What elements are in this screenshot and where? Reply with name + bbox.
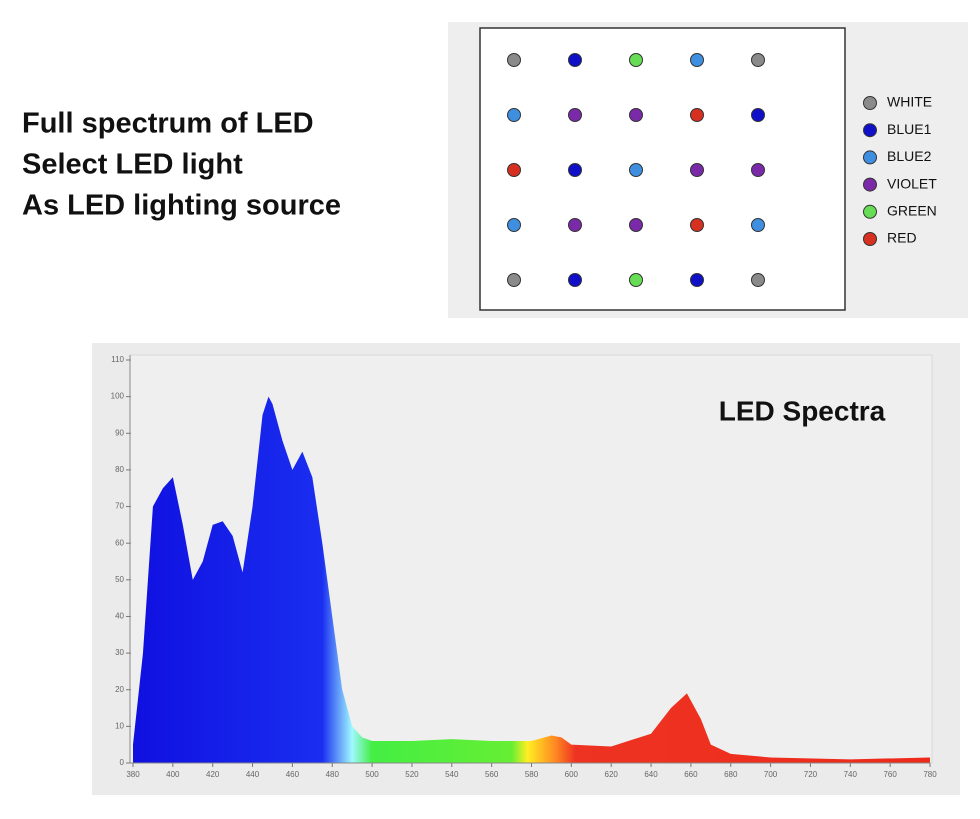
y-tick-label: 60 xyxy=(115,538,124,547)
y-tick-label: 90 xyxy=(115,428,124,437)
x-tick-label: 760 xyxy=(883,770,897,779)
led xyxy=(629,163,643,177)
led xyxy=(507,163,521,177)
led xyxy=(568,53,582,67)
led xyxy=(629,108,643,122)
y-tick-label: 110 xyxy=(111,355,124,364)
led xyxy=(568,218,582,232)
led xyxy=(507,273,521,287)
x-tick-label: 420 xyxy=(206,770,220,779)
led-board xyxy=(479,27,846,311)
legend-label: GREEN xyxy=(887,203,937,219)
legend-label: RED xyxy=(887,230,917,246)
x-tick-label: 700 xyxy=(764,770,778,779)
x-tick-label: 460 xyxy=(286,770,300,779)
led xyxy=(751,163,765,177)
x-tick-label: 480 xyxy=(326,770,340,779)
led xyxy=(568,108,582,122)
y-tick-label: 80 xyxy=(115,465,124,474)
led-grid xyxy=(507,53,765,287)
heading-line: Select LED light xyxy=(22,149,243,181)
led xyxy=(751,108,765,122)
legend-label: WHITE xyxy=(887,94,932,110)
led xyxy=(629,53,643,67)
led xyxy=(629,218,643,232)
legend-swatch xyxy=(863,96,877,110)
x-tick-label: 580 xyxy=(525,770,539,779)
y-tick-label: 100 xyxy=(111,392,125,401)
legend-swatch xyxy=(863,232,877,246)
led xyxy=(568,273,582,287)
y-tick-label: 40 xyxy=(115,612,124,621)
legend: WHITE BLUE1 BLUE2 VIOLET GREEN RED xyxy=(863,94,937,246)
led xyxy=(629,273,643,287)
x-tick-label: 540 xyxy=(445,770,459,779)
x-tick-label: 500 xyxy=(365,770,379,779)
x-tick-label: 660 xyxy=(684,770,698,779)
y-tick-label: 70 xyxy=(115,502,124,511)
heading-line: Full spectrum of LED xyxy=(22,108,314,140)
heading: Full spectrum of LED Select LED light As L… xyxy=(22,108,341,222)
x-tick-label: 620 xyxy=(605,770,619,779)
legend-swatch xyxy=(863,123,877,138)
y-tick-label: 0 xyxy=(120,758,125,767)
x-tick-label: 720 xyxy=(804,770,818,779)
y-tick-label: 20 xyxy=(115,685,124,694)
x-tick-label: 680 xyxy=(724,770,738,779)
led xyxy=(690,273,704,287)
led xyxy=(690,53,704,67)
y-tick-label: 50 xyxy=(115,575,124,584)
led xyxy=(751,218,765,232)
led xyxy=(568,163,582,177)
chart: 0 10 20 30 40 50 60 70 80 90 100 110 380 400 420 440 460… xyxy=(111,355,937,779)
led xyxy=(507,53,521,67)
x-tick-label: 780 xyxy=(923,770,937,779)
legend-swatch xyxy=(863,177,877,192)
chart-title: LED Spectra xyxy=(719,395,886,426)
led xyxy=(690,163,704,177)
x-tick-label: 440 xyxy=(246,770,260,779)
spectrum-area xyxy=(133,396,930,763)
x-tick-label: 740 xyxy=(844,770,858,779)
y-tick-label: 30 xyxy=(115,648,124,657)
led xyxy=(690,218,704,232)
led xyxy=(690,108,704,122)
led xyxy=(507,108,521,122)
led xyxy=(751,273,765,287)
y-tick-label: 10 xyxy=(115,721,124,730)
x-tick-label: 380 xyxy=(126,770,140,779)
x-tick-label: 600 xyxy=(565,770,579,779)
legend-label: BLUE1 xyxy=(887,121,932,137)
x-tick-label: 560 xyxy=(485,770,499,779)
x-tick-label: 640 xyxy=(644,770,658,779)
legend-swatch xyxy=(863,150,877,165)
legend-label: VIOLET xyxy=(887,175,937,191)
x-tick-label: 400 xyxy=(166,770,180,779)
led xyxy=(507,218,521,232)
legend-label: BLUE2 xyxy=(887,148,932,164)
led xyxy=(751,53,765,67)
legend-swatch xyxy=(863,204,877,219)
heading-line: As LED lighting source xyxy=(22,190,341,222)
x-tick-label: 520 xyxy=(405,770,419,779)
